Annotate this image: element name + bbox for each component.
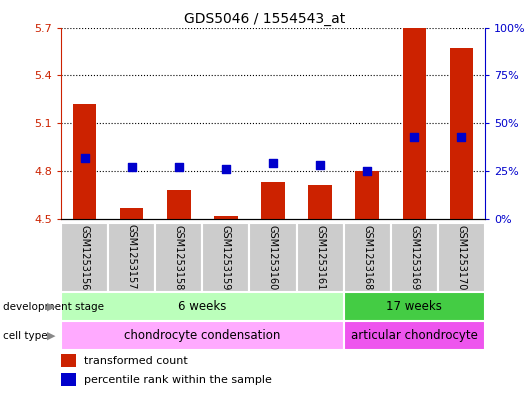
Point (457, 134, 466, 140)
Bar (449, 48, 473, 219)
Bar (391, 223, 438, 292)
Bar (61, 354, 76, 367)
Text: GSM1253160: GSM1253160 (268, 224, 278, 290)
Bar (214, 216, 237, 219)
Bar (261, 182, 285, 219)
Point (80, 154, 89, 161)
Text: GSM1253159: GSM1253159 (221, 224, 231, 290)
Point (174, 164, 183, 171)
Point (222, 166, 230, 172)
Bar (343, 321, 485, 350)
Bar (343, 292, 485, 321)
Text: development stage: development stage (3, 301, 104, 312)
Text: GSM1253161: GSM1253161 (315, 224, 325, 290)
Bar (61, 321, 343, 350)
Text: 6 weeks: 6 weeks (178, 300, 226, 313)
Point (410, 134, 419, 140)
Text: GSM1253170: GSM1253170 (456, 224, 466, 290)
Bar (167, 190, 190, 219)
Text: GSM1253168: GSM1253168 (362, 224, 372, 290)
Bar (61, 223, 108, 292)
Bar (155, 223, 202, 292)
Bar (308, 185, 332, 219)
Bar (438, 223, 485, 292)
Text: articular chondrocyte: articular chondrocyte (351, 329, 478, 342)
Text: GSM1253169: GSM1253169 (409, 224, 419, 290)
Point (127, 164, 136, 171)
Text: GSM1253157: GSM1253157 (127, 224, 137, 290)
Bar (296, 223, 343, 292)
Point (316, 162, 324, 169)
Text: ▶: ▶ (47, 331, 56, 341)
Text: 17 weeks: 17 weeks (386, 300, 442, 313)
Point (269, 160, 277, 167)
Bar (202, 223, 250, 292)
Bar (61, 292, 343, 321)
Bar (108, 223, 155, 292)
Text: cell type: cell type (3, 331, 47, 341)
Text: chondrocyte condensation: chondrocyte condensation (124, 329, 280, 342)
Bar (120, 208, 144, 219)
Bar (73, 104, 96, 219)
Text: transformed count: transformed count (84, 356, 188, 366)
Text: GSM1253156: GSM1253156 (80, 224, 90, 290)
Text: GDS5046 / 1554543_at: GDS5046 / 1554543_at (184, 12, 346, 26)
Bar (250, 223, 296, 292)
Text: GSM1253158: GSM1253158 (174, 224, 184, 290)
Text: ▶: ▶ (47, 301, 56, 312)
Bar (402, 28, 426, 219)
Text: percentile rank within the sample: percentile rank within the sample (84, 375, 272, 385)
Bar (61, 373, 76, 386)
Bar (356, 171, 379, 219)
Bar (343, 223, 391, 292)
Point (363, 168, 372, 174)
